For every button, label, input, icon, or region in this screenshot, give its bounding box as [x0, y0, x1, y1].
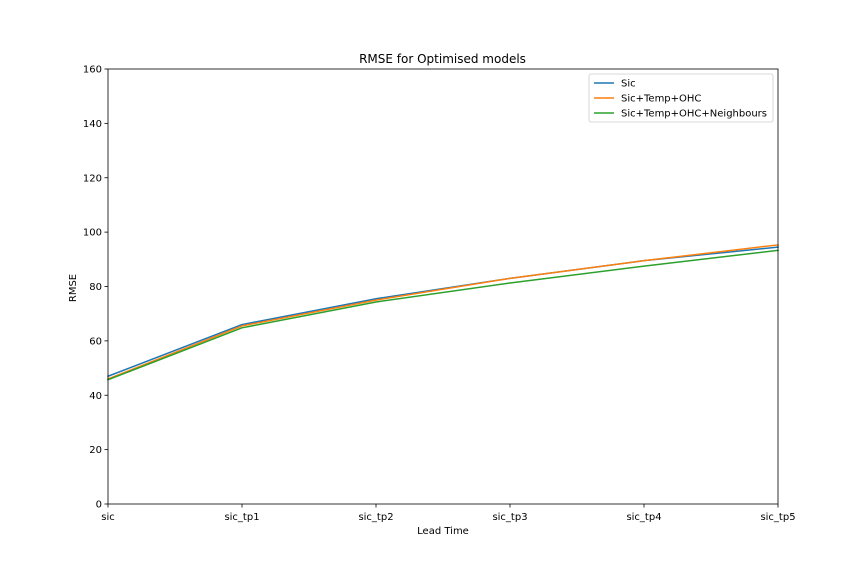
- y-tick-label: 140: [83, 119, 102, 130]
- series-line-2: [107, 244, 779, 380]
- x-tick-label: sic_tp4: [626, 512, 661, 523]
- legend: Sic Sic+Temp+OHC Sic+Temp+OHC+Neighbours: [588, 73, 774, 123]
- y-tick-label: 120: [83, 173, 102, 184]
- x-axis: sic sic_tp1 sic_tp2 sic_tp3 sic_tp4 sic_tp5: [101, 504, 796, 523]
- x-tick-label: sic_tp5: [760, 512, 795, 523]
- x-tick-label: sic: [101, 512, 115, 523]
- plot-frame: [107, 68, 779, 505]
- y-tick-label: 20: [89, 445, 102, 456]
- x-axis-label: Lead Time: [417, 526, 469, 537]
- x-tick-label: sic_tp3: [492, 512, 527, 523]
- y-tick-label: 60: [89, 336, 102, 347]
- y-tick-label: 160: [83, 65, 102, 76]
- legend-box: [588, 73, 774, 123]
- y-tick-label: 80: [89, 282, 102, 293]
- x-tick-label: sic_tp1: [224, 512, 259, 523]
- y-tick-label: 40: [89, 391, 102, 402]
- y-axis: 0 20 40 60 80 100 120 140 160: [83, 65, 108, 511]
- y-tick-label: 0: [96, 500, 102, 511]
- plot-lines: [107, 244, 779, 381]
- x-tick-label: sic_tp2: [358, 512, 393, 523]
- legend-label: Sic+Temp+OHC: [621, 94, 701, 105]
- series-line-1: [107, 246, 779, 378]
- legend-label: Sic: [621, 79, 636, 90]
- legend-label: Sic+Temp+OHC+Neighbours: [621, 109, 767, 120]
- y-axis-label: RMSE: [68, 274, 79, 302]
- chart-title: RMSE for Optimised models: [359, 52, 526, 66]
- series-line-3: [107, 249, 779, 381]
- y-tick-label: 100: [83, 228, 102, 239]
